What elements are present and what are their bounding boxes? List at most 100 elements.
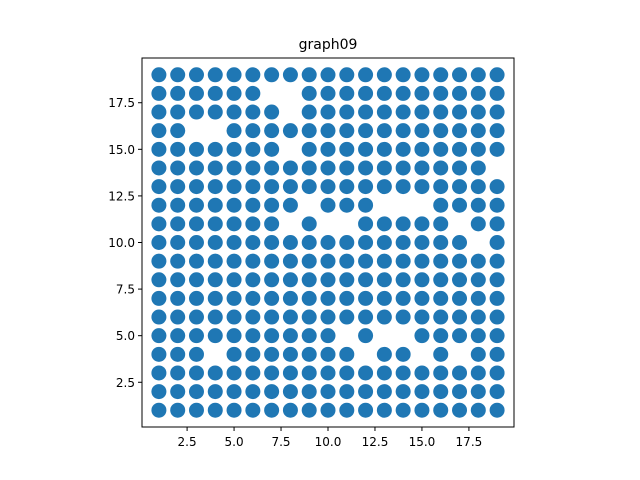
scatter-point (264, 141, 280, 157)
scatter-point (433, 179, 449, 195)
scatter-point (376, 309, 392, 325)
scatter-point (414, 290, 430, 306)
scatter-point (339, 123, 355, 139)
scatter-point (207, 253, 223, 269)
scatter-point (245, 141, 261, 157)
scatter-point (376, 123, 392, 139)
scatter-point (207, 179, 223, 195)
scatter-point (207, 104, 223, 120)
scatter-point (151, 253, 167, 269)
scatter-point (245, 123, 261, 139)
scatter-point (207, 309, 223, 325)
scatter-point (282, 309, 298, 325)
scatter-point (301, 328, 317, 344)
scatter-point (207, 67, 223, 83)
scatter-point (320, 179, 336, 195)
scatter-point (358, 160, 374, 176)
scatter-point (170, 197, 186, 213)
scatter-point (358, 123, 374, 139)
scatter-point (414, 104, 430, 120)
scatter-point (376, 67, 392, 83)
scatter-point (264, 272, 280, 288)
scatter-point (226, 384, 242, 400)
scatter-point (188, 85, 204, 101)
scatter-point (376, 272, 392, 288)
scatter-point (226, 402, 242, 418)
scatter-point (264, 67, 280, 83)
scatter-point (151, 384, 167, 400)
scatter-point (376, 290, 392, 306)
scatter-point (433, 309, 449, 325)
scatter-point (433, 235, 449, 250)
scatter-point (395, 67, 411, 83)
scatter-point (433, 384, 449, 400)
scatter-point (339, 384, 355, 400)
scatter-point (188, 384, 204, 400)
scatter-point (188, 309, 204, 325)
scatter-point (376, 402, 392, 418)
scatter-point (188, 179, 204, 195)
scatter-point (170, 216, 186, 232)
scatter-point (226, 160, 242, 176)
scatter-point (170, 85, 186, 101)
scatter-point (339, 104, 355, 120)
scatter-point (245, 346, 261, 362)
scatter-point (282, 160, 298, 176)
scatter-point (452, 67, 468, 83)
scatter-point (320, 253, 336, 269)
scatter-point (470, 365, 486, 381)
scatter-point (170, 365, 186, 381)
scatter-point (264, 309, 280, 325)
scatter-point (433, 290, 449, 306)
scatter-point (226, 365, 242, 381)
scatter-point (301, 123, 317, 139)
scatter-point (301, 253, 317, 269)
scatter-point (376, 253, 392, 269)
scatter-point (433, 365, 449, 381)
scatter-point (358, 104, 374, 120)
scatter-point (207, 272, 223, 288)
scatter-point (245, 365, 261, 381)
scatter-point (414, 85, 430, 101)
scatter-point (264, 197, 280, 213)
scatter-point (470, 197, 486, 213)
scatter-point (151, 85, 167, 101)
scatter-point (207, 160, 223, 176)
y-tick-label: 17.5 (108, 96, 135, 110)
scatter-point (301, 235, 317, 250)
scatter-point (339, 365, 355, 381)
scatter-point (320, 346, 336, 362)
scatter-point (151, 141, 167, 157)
scatter-point (301, 85, 317, 101)
scatter-point (301, 216, 317, 232)
scatter-point (245, 402, 261, 418)
scatter-point (489, 216, 505, 232)
scatter-point (226, 235, 242, 250)
scatter-point (358, 67, 374, 83)
scatter-point (188, 141, 204, 157)
scatter-point (226, 123, 242, 139)
scatter-point (301, 290, 317, 306)
scatter-point (170, 328, 186, 344)
scatter-point (282, 384, 298, 400)
scatter-point (433, 85, 449, 101)
scatter-point (245, 160, 261, 176)
scatter-point (452, 328, 468, 344)
scatter-point (226, 272, 242, 288)
x-tick-label: 17.5 (456, 435, 483, 449)
scatter-point (395, 104, 411, 120)
y-tick-label: 2.5 (116, 376, 135, 390)
scatter-point (395, 309, 411, 325)
scatter-point (245, 309, 261, 325)
scatter-point (282, 179, 298, 195)
x-tick-label: 7.5 (271, 435, 290, 449)
scatter-point (452, 123, 468, 139)
scatter-point (339, 85, 355, 101)
scatter-point (170, 123, 186, 139)
scatter-point (376, 179, 392, 195)
scatter-point (264, 253, 280, 269)
scatter-point (226, 328, 242, 344)
scatter-point (452, 272, 468, 288)
scatter-point (320, 290, 336, 306)
scatter-point (339, 346, 355, 362)
